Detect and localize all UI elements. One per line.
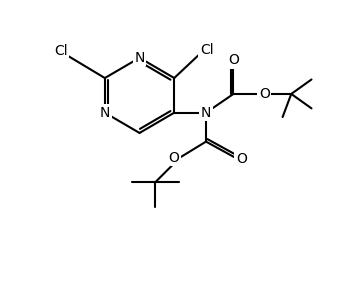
- Text: Cl: Cl: [200, 43, 214, 57]
- Text: O: O: [236, 152, 247, 166]
- Text: O: O: [229, 53, 239, 67]
- Text: O: O: [259, 87, 270, 101]
- Text: Cl: Cl: [54, 44, 68, 58]
- Text: N: N: [134, 51, 145, 65]
- Text: N: N: [201, 106, 211, 120]
- Text: O: O: [168, 151, 179, 164]
- Text: N: N: [100, 106, 110, 120]
